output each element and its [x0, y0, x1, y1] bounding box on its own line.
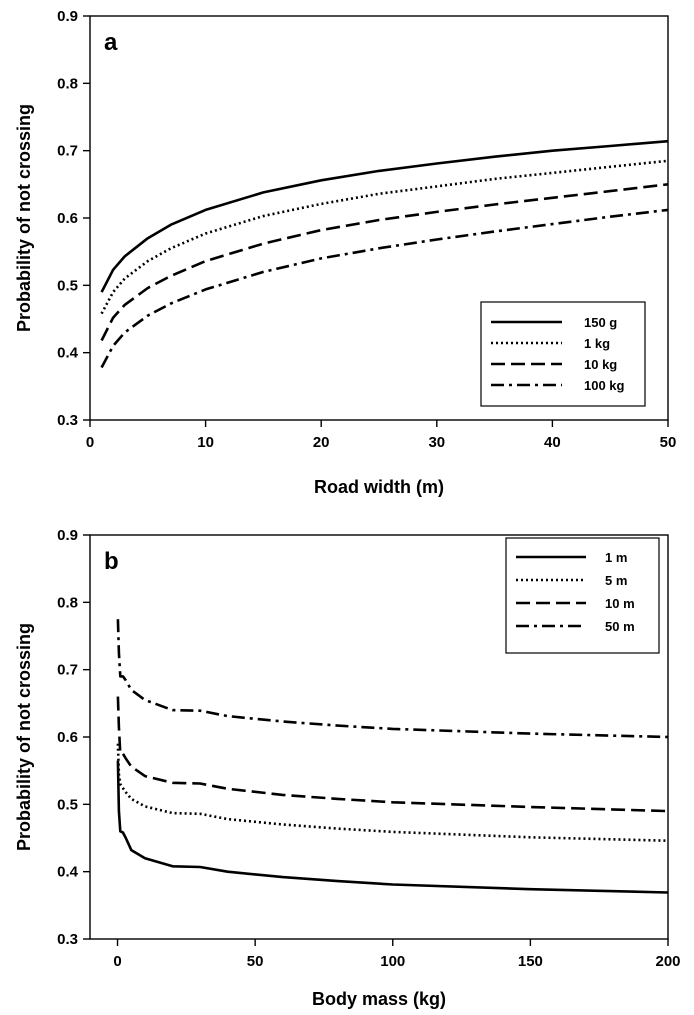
y-tick-label: 0.4: [57, 864, 79, 881]
panel-letter: b: [104, 548, 119, 575]
legend-label: 10 m: [605, 596, 635, 611]
y-tick-label: 0.8: [57, 594, 78, 611]
legend-label: 10 kg: [584, 357, 617, 372]
x-tick-label: 40: [544, 434, 561, 451]
y-tick-label: 0.7: [57, 662, 78, 679]
chart-panel-a: 0.3 0.4 0.5 0.6 0.7 0.8 0.9 0 10 20 30 40 50 Road wid…: [14, 8, 676, 497]
series-line-150-g: [100, 139, 669, 293]
legend: 1 m 5 m 10 m 50 m: [505, 537, 660, 654]
x-tick-label: 30: [428, 434, 445, 451]
y-tick-label: 0.7: [57, 143, 78, 160]
x-tick-label: 100: [380, 953, 405, 970]
x-tick-label: 0: [113, 953, 121, 970]
series-line-10-kg: [100, 183, 669, 342]
series-line-10-m: [116, 696, 669, 813]
legend-label: 1 kg: [584, 336, 610, 351]
legend-label: 5 m: [605, 573, 627, 588]
y-tick-label: 0.6: [57, 729, 78, 746]
y-axis-label: Probability of not crossing: [14, 104, 34, 332]
x-axis-label: Road width (m): [314, 477, 444, 497]
legend-box: [505, 537, 660, 654]
x-tick-label: 150: [518, 953, 543, 970]
y-tick-label: 0.6: [57, 210, 78, 227]
x-tick-label: 10: [197, 434, 214, 451]
legend-label: 150 g: [584, 315, 617, 330]
y-tick-label: 0.5: [57, 277, 78, 294]
series-line-100-kg: [100, 208, 669, 369]
panel-letter: a: [104, 29, 118, 56]
y-tick-label: 0.9: [57, 527, 78, 544]
series-line-1-m: [116, 760, 669, 894]
y-tick-label: 0.8: [57, 75, 78, 92]
x-tick-label: 50: [660, 434, 677, 451]
y-tick-label: 0.3: [57, 412, 78, 429]
chart-panel-b: 0.3 0.4 0.5 0.6 0.7 0.8 0.9 0 50 100 150 200 Body ma…: [14, 527, 681, 1009]
x-axis-label: Body mass (kg): [312, 989, 446, 1009]
series-line-50-m: [116, 619, 669, 739]
legend-label: 1 m: [605, 550, 627, 565]
y-axis-label: Probability of not crossing: [14, 623, 34, 851]
x-tick-label: 200: [655, 953, 680, 970]
legend: 150 g 1 kg 10 kg 100 kg: [480, 301, 646, 407]
y-tick-label: 0.3: [57, 931, 78, 948]
y-tick-label: 0.4: [57, 345, 79, 362]
legend-box: [480, 301, 646, 407]
legend-label: 50 m: [605, 619, 635, 634]
x-tick-label: 0: [86, 434, 94, 451]
x-tick-label: 20: [313, 434, 330, 451]
series-line-1-kg: [100, 159, 669, 315]
series-line-5-m: [116, 743, 669, 842]
y-tick-label: 0.9: [57, 8, 78, 25]
legend-label: 100 kg: [584, 378, 625, 393]
y-tick-label: 0.5: [57, 796, 78, 813]
x-tick-label: 50: [247, 953, 264, 970]
